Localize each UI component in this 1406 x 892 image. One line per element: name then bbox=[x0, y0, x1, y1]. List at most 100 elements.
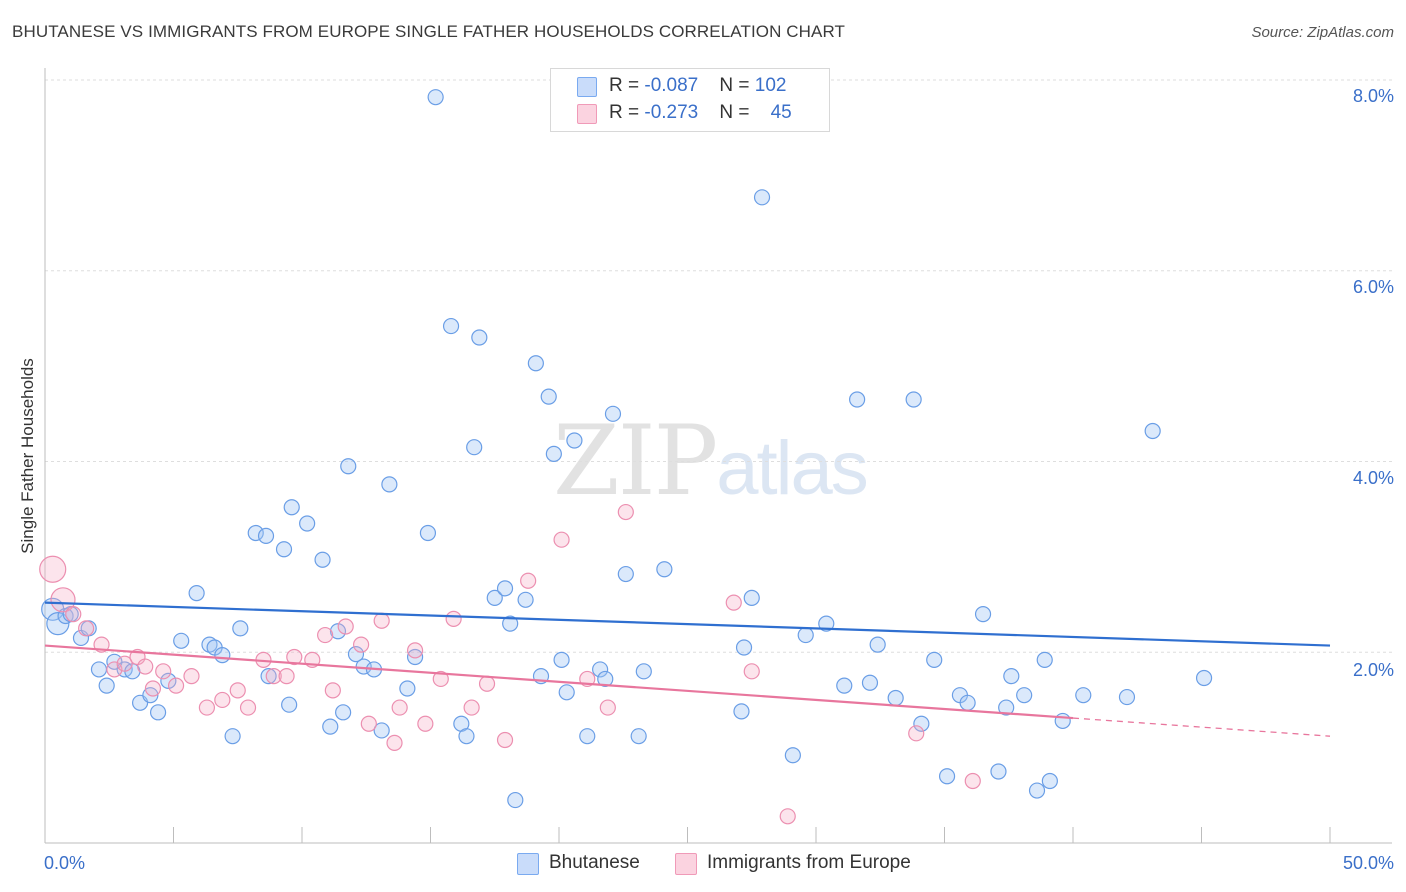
immigrants-point bbox=[417, 715, 434, 732]
bhutanese-point bbox=[592, 661, 609, 678]
y-tick-label-4: 4.0% bbox=[1352, 468, 1394, 488]
immigrants-point bbox=[229, 682, 246, 699]
source-label: Source: ZipAtlas.com bbox=[1251, 24, 1394, 41]
y-tick-label-8: 8.0% bbox=[1352, 86, 1394, 106]
bhutanese-point bbox=[990, 763, 1007, 780]
bhutanese-point bbox=[160, 672, 177, 689]
bhutanese-point bbox=[90, 661, 108, 678]
immigrants-point bbox=[406, 642, 424, 659]
x-tick-label-max: 50.0% bbox=[1342, 853, 1394, 873]
immigrants-point bbox=[214, 691, 231, 709]
bhutanese-point bbox=[399, 680, 416, 697]
bhutanese-point bbox=[283, 499, 300, 516]
bhutanese-point bbox=[98, 677, 115, 694]
immigrants-point bbox=[137, 658, 154, 675]
bhutanese-point bbox=[486, 589, 503, 606]
bhutanese-point bbox=[849, 391, 866, 408]
bhutanese-point bbox=[869, 636, 886, 653]
bhutanese-point bbox=[558, 684, 575, 701]
bhutanese-point bbox=[507, 791, 524, 809]
legend-n-value: 45 bbox=[770, 102, 792, 123]
immigrants-point bbox=[39, 555, 67, 583]
immigrants-point bbox=[324, 682, 341, 699]
bhutanese-point bbox=[335, 704, 352, 721]
immigrants-point bbox=[167, 677, 185, 694]
bhutanese-point bbox=[1003, 667, 1020, 685]
immigrants-trend-extension bbox=[1072, 717, 1331, 737]
immigrants-point bbox=[520, 572, 537, 589]
bhutanese-trend-line bbox=[44, 601, 1331, 647]
bhutanese-point bbox=[188, 585, 205, 602]
bhutanese-point bbox=[1028, 782, 1046, 799]
bhutanese-point bbox=[579, 728, 596, 745]
bhutanese-point bbox=[373, 722, 390, 739]
bhutanese-point bbox=[419, 524, 437, 542]
bhutanese-point bbox=[753, 189, 771, 206]
immigrants-point bbox=[908, 725, 925, 742]
bhutanese-point bbox=[299, 515, 316, 532]
immigrants-point bbox=[478, 675, 496, 692]
bhutanese-point bbox=[887, 689, 904, 707]
immigrants-point bbox=[617, 503, 634, 521]
bhutanese-point bbox=[597, 670, 614, 688]
y-tick-label-6: 6.0% bbox=[1352, 277, 1394, 297]
immigrants-point bbox=[265, 667, 282, 685]
immigrants-point bbox=[445, 610, 462, 627]
watermark-atlas: atlas bbox=[716, 426, 869, 511]
legend-swatch-bhutanese bbox=[577, 77, 597, 97]
immigrants-point bbox=[155, 663, 172, 680]
bhutanese-point bbox=[224, 728, 241, 745]
legend-n-value: 102 bbox=[754, 75, 787, 96]
bhutanese-point bbox=[818, 615, 835, 632]
bhutanese-point bbox=[232, 620, 249, 637]
bhutanese-point bbox=[260, 667, 277, 685]
bhutanese-point bbox=[553, 651, 570, 668]
bhutanese-point bbox=[340, 458, 357, 475]
bhutanese-point bbox=[314, 551, 331, 568]
immigrants-point bbox=[964, 772, 981, 790]
bottom-legend-swatch-immigrants bbox=[675, 853, 697, 875]
immigrants-point bbox=[239, 699, 257, 716]
bhutanese-point bbox=[905, 391, 922, 408]
bhutanese-point bbox=[974, 605, 992, 623]
bhutanese-point bbox=[527, 355, 544, 372]
immigrants-point bbox=[183, 667, 200, 685]
immigrants-point bbox=[391, 699, 408, 716]
bhutanese-point bbox=[517, 591, 534, 608]
legend-swatch-immigrants bbox=[577, 104, 597, 124]
immigrants-point bbox=[144, 680, 162, 697]
legend-n-label: N = bbox=[719, 102, 755, 123]
bhutanese-point bbox=[502, 615, 519, 632]
bhutanese-point bbox=[46, 612, 70, 636]
immigrants-point bbox=[337, 618, 354, 635]
legend-r-label: R = bbox=[609, 75, 645, 96]
bhutanese-point bbox=[938, 768, 956, 785]
correlation-legend: R = -0.087 N = 102 R = -0.273 N = 45 bbox=[550, 68, 830, 132]
immigrants-point bbox=[779, 808, 796, 825]
immigrants-point bbox=[286, 648, 303, 666]
legend-r-value: -0.087 bbox=[644, 75, 699, 96]
immigrants-point bbox=[743, 663, 760, 680]
immigrants-point bbox=[78, 620, 95, 637]
legend-r-value: -0.273 bbox=[644, 102, 699, 123]
bhutanese-point bbox=[381, 476, 398, 493]
bhutanese-point bbox=[1036, 651, 1053, 668]
bhutanese-point bbox=[635, 663, 652, 680]
bhutanese-point bbox=[149, 704, 167, 721]
immigrants-point bbox=[50, 587, 76, 613]
bhutanese-point bbox=[496, 580, 514, 597]
legend-n-label: N = bbox=[719, 75, 755, 96]
bhutanese-point bbox=[1016, 687, 1033, 704]
chart-title: BHUTANESE VS IMMIGRANTS FROM EUROPE SING… bbox=[12, 22, 846, 41]
immigrants-point bbox=[599, 699, 616, 716]
bottom-legend-swatch-bhutanese bbox=[517, 853, 539, 875]
bhutanese-point bbox=[836, 677, 853, 694]
bottom-legend-label: Bhutanese bbox=[549, 852, 640, 873]
bhutanese-point bbox=[427, 89, 444, 106]
bhutanese-point bbox=[275, 541, 293, 558]
bhutanese-point bbox=[784, 747, 801, 764]
bhutanese-point bbox=[173, 632, 190, 649]
immigrants-point bbox=[463, 699, 480, 716]
bhutanese-point bbox=[617, 565, 634, 583]
bhutanese-point bbox=[406, 648, 424, 666]
